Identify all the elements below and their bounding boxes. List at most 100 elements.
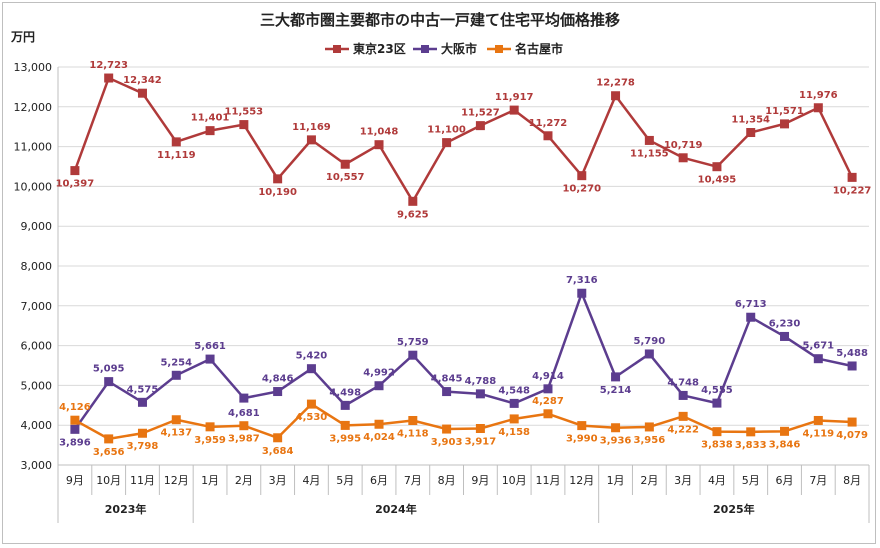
- data-point: [306, 399, 316, 409]
- x-tick-label: 11月: [130, 474, 155, 487]
- data-point: [577, 421, 587, 431]
- data-point: [611, 423, 621, 433]
- data-label: 10,270: [562, 184, 601, 195]
- x-tick-label: 2月: [640, 474, 658, 487]
- data-label: 4,681: [228, 408, 260, 419]
- data-label: 4,126: [59, 402, 91, 413]
- data-point: [273, 387, 283, 397]
- x-tick-label: 10月: [502, 474, 527, 487]
- x-tick-label: 6月: [370, 474, 388, 487]
- y-tick-label: 8,000: [21, 260, 53, 273]
- data-label: 4,555: [701, 385, 733, 396]
- x-tick-label: 8月: [843, 474, 861, 487]
- data-label: 3,798: [127, 441, 159, 452]
- data-point: [137, 88, 147, 98]
- data-label: 5,488: [836, 348, 868, 359]
- y-axis-unit: 万円: [10, 30, 35, 44]
- data-point: [780, 426, 790, 436]
- data-label: 4,024: [363, 432, 395, 443]
- data-label: 3,838: [701, 440, 733, 451]
- y-tick-label: 5,000: [21, 379, 53, 392]
- data-label: 5,214: [600, 385, 632, 396]
- data-label: 4,498: [329, 387, 361, 398]
- data-label: 11,048: [360, 127, 399, 138]
- data-label: 3,959: [194, 435, 226, 446]
- data-point: [374, 419, 384, 429]
- data-label: 6,713: [735, 299, 767, 310]
- gridlines: [58, 66, 869, 466]
- legend-swatch-marker: [333, 45, 341, 53]
- data-point: [104, 73, 114, 83]
- data-point: [442, 387, 452, 397]
- data-point: [712, 398, 722, 408]
- data-label: 6,230: [769, 318, 801, 329]
- data-label: 3,987: [228, 434, 260, 445]
- data-label: 4,788: [465, 376, 497, 387]
- data-label: 12,342: [123, 75, 162, 86]
- axes: 3,000 4,000 5,000 6,000 7,000 8,000 9,000 10,00…: [14, 61, 870, 523]
- data-label: 4,575: [127, 384, 159, 395]
- data-point: [475, 389, 485, 399]
- data-label: 11,155: [630, 148, 669, 159]
- data-point: [780, 331, 790, 341]
- x-tick-label: 2月: [235, 474, 253, 487]
- data-point: [104, 377, 114, 387]
- data-label: 4,914: [532, 371, 564, 382]
- x-tick-label: 8月: [438, 474, 456, 487]
- data-point: [273, 433, 283, 443]
- data-label: 11,100: [427, 125, 466, 136]
- data-label: 5,254: [160, 357, 192, 368]
- data-label: 11,354: [731, 115, 770, 126]
- data-point: [847, 417, 857, 427]
- data-label: 3,936: [600, 436, 632, 447]
- data-label: 3,896: [59, 437, 91, 448]
- data-point: [137, 428, 147, 438]
- y-tick-label: 11,000: [14, 141, 53, 154]
- data-label: 10,719: [664, 140, 703, 151]
- data-point: [509, 398, 519, 408]
- data-label: 4,548: [498, 385, 530, 396]
- data-point: [577, 171, 587, 181]
- legend-swatch-marker: [495, 45, 503, 53]
- x-tick-label: 4月: [302, 474, 320, 487]
- data-point: [205, 422, 215, 432]
- data-point: [239, 421, 249, 431]
- x-tick-label: 11月: [535, 474, 560, 487]
- data-label: 4,530: [296, 412, 328, 423]
- data-point: [678, 411, 688, 421]
- y-tick-label: 13,000: [14, 61, 53, 74]
- data-point: [70, 424, 80, 434]
- series-group: [70, 73, 857, 444]
- data-point: [70, 166, 80, 176]
- data-label: 11,119: [157, 150, 196, 161]
- data-point: [746, 427, 756, 437]
- data-point: [712, 427, 722, 437]
- legend-swatch-marker: [421, 45, 429, 53]
- data-point: [644, 349, 654, 359]
- data-label: 4,845: [431, 374, 463, 385]
- data-point: [340, 159, 350, 169]
- year-label: 2023年: [105, 502, 147, 516]
- data-point: [374, 140, 384, 150]
- data-label: 3,956: [634, 435, 666, 446]
- year-label: 2024年: [375, 502, 417, 516]
- x-tick-label: 9月: [471, 474, 489, 487]
- data-label: 5,671: [802, 341, 834, 352]
- data-label: 4,287: [532, 396, 564, 407]
- data-label: 3,833: [735, 440, 767, 451]
- x-tick-label: 3月: [674, 474, 692, 487]
- data-label: 5,759: [397, 337, 429, 348]
- data-label: 12,278: [596, 78, 635, 89]
- data-label: 4,846: [262, 374, 294, 385]
- legend-label: 名古屋市: [515, 41, 563, 56]
- data-label: 3,917: [465, 437, 497, 448]
- data-label: 9,625: [397, 209, 429, 220]
- data-label: 10,190: [258, 187, 297, 198]
- data-point: [374, 381, 384, 391]
- data-label: 11,401: [191, 113, 230, 124]
- data-label: 4,748: [667, 377, 699, 388]
- data-point: [171, 415, 181, 425]
- series-line: [73, 291, 853, 431]
- x-tick-label: 9月: [66, 474, 84, 487]
